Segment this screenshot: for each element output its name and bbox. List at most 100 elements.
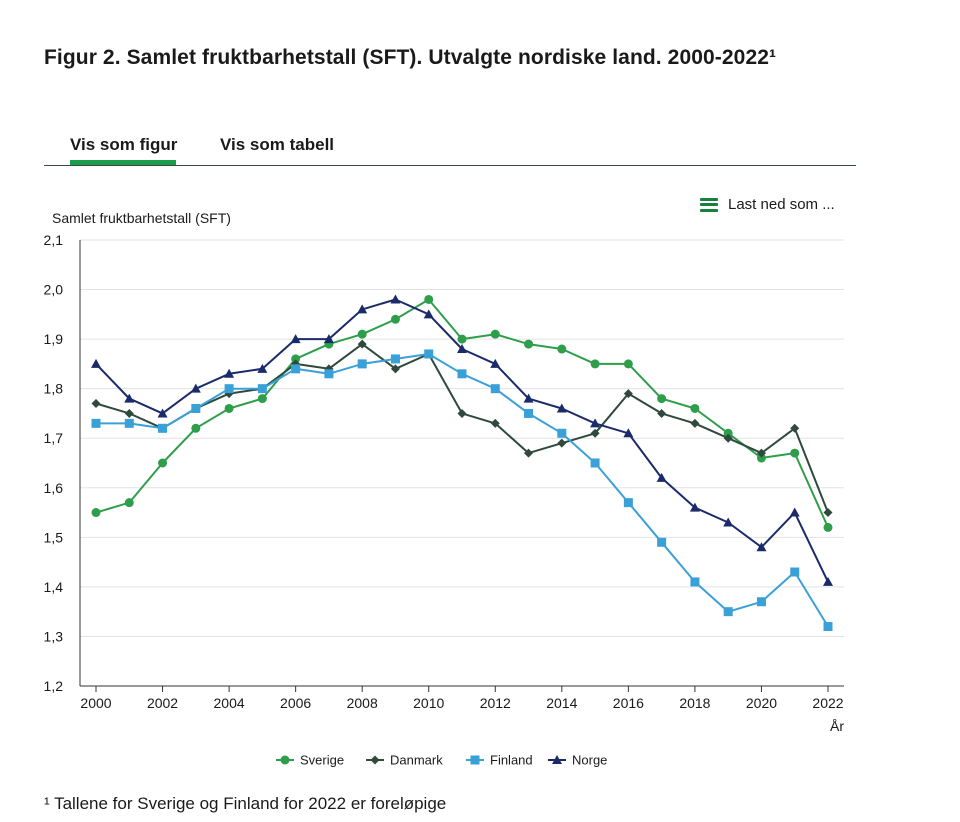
- x-tick-label: 2000: [80, 695, 111, 711]
- legend-item-danmark[interactable]: Danmark: [366, 753, 443, 768]
- data-point-sverige: [457, 334, 467, 344]
- data-point-finland: [91, 418, 101, 428]
- legend-marker-norge: [552, 755, 562, 764]
- data-point-finland: [690, 577, 700, 587]
- x-tick-label: 2022: [812, 695, 843, 711]
- x-tick-label: 2002: [147, 695, 178, 711]
- data-point-sverige: [756, 453, 766, 463]
- data-point-norge: [490, 358, 501, 368]
- data-point-sverige: [424, 294, 434, 304]
- data-point-norge: [190, 383, 201, 393]
- y-tick-label: 2,0: [44, 282, 64, 298]
- download-label: Last ned som ...: [728, 196, 835, 213]
- data-point-sverige: [557, 344, 567, 354]
- data-point-sverige: [390, 314, 400, 324]
- data-point-danmark: [756, 448, 766, 458]
- data-point-norge: [723, 517, 734, 527]
- legend-item-norge[interactable]: Norge: [548, 753, 607, 768]
- data-point-sverige: [657, 394, 667, 404]
- data-point-finland: [490, 384, 500, 394]
- footnote: ¹ Tallene for Sverige og Finland for 202…: [44, 794, 447, 813]
- legend-marker-danmark: [370, 755, 380, 765]
- y-tick-label: 1,7: [44, 430, 64, 446]
- data-point-norge: [157, 408, 168, 418]
- data-point-danmark: [590, 428, 600, 438]
- data-point-finland: [557, 428, 567, 438]
- x-axis-label: År: [830, 718, 844, 734]
- x-tick-label: 2018: [679, 695, 710, 711]
- data-point-finland: [424, 349, 434, 359]
- download-menu-button[interactable]: Last ned som ...: [700, 196, 835, 213]
- data-point-danmark: [357, 339, 367, 349]
- legend-item-finland[interactable]: Finland: [466, 753, 533, 768]
- data-point-danmark: [390, 364, 400, 374]
- x-tick-label: 2004: [214, 695, 245, 711]
- series-line-finland: [96, 353, 829, 628]
- x-tick-label: 2014: [546, 695, 577, 711]
- data-point-norge: [124, 393, 135, 403]
- hamburger-menu-icon: [700, 197, 718, 212]
- data-point-norge: [789, 507, 800, 517]
- data-point-norge: [423, 309, 434, 319]
- data-point-danmark: [823, 508, 833, 518]
- data-point-norge: [323, 334, 334, 344]
- data-point-norge: [290, 334, 301, 344]
- data-point-norge: [623, 428, 634, 438]
- data-point-sverige: [91, 508, 101, 518]
- data-point-sverige: [257, 394, 267, 404]
- legend-item-sverige[interactable]: Sverige: [276, 753, 344, 768]
- x-tick-label: 2012: [480, 695, 511, 711]
- y-tick-label: 1,9: [44, 331, 64, 347]
- data-point-danmark: [490, 418, 500, 428]
- data-point-norge: [523, 393, 534, 403]
- data-point-finland: [756, 597, 766, 607]
- line-chart: Samlet fruktbarhetstall (SFT) 1,21,31,41…: [44, 210, 845, 768]
- tab-vis-som-tabell[interactable]: Vis som tabell: [220, 135, 335, 154]
- figure-title: Figur 2. Samlet fruktbarhetstall (SFT). …: [44, 46, 777, 69]
- data-point-norge: [357, 304, 368, 314]
- gridlines: [79, 239, 844, 687]
- data-point-finland: [590, 458, 600, 468]
- data-point-sverige: [291, 354, 301, 364]
- data-point-sverige: [490, 329, 500, 339]
- data-point-norge: [689, 502, 700, 512]
- data-point-finland: [390, 354, 400, 364]
- data-point-finland: [257, 384, 267, 394]
- data-point-finland: [623, 498, 633, 508]
- data-point-sverige: [690, 403, 700, 413]
- data-point-finland: [823, 622, 833, 632]
- legend-marker-sverige: [280, 755, 290, 765]
- data-point-finland: [224, 384, 234, 394]
- data-point-norge: [224, 368, 235, 378]
- data-point-finland: [457, 369, 467, 379]
- data-point-danmark: [657, 408, 667, 418]
- data-point-danmark: [790, 423, 800, 433]
- legend-label-sverige: Sverige: [300, 753, 344, 768]
- tab-vis-som-figur[interactable]: Vis som figur: [70, 135, 178, 154]
- y-tick-label: 1,2: [44, 678, 64, 694]
- x-tick-label: 2020: [746, 695, 777, 711]
- data-point-danmark: [457, 408, 467, 418]
- data-point-sverige: [790, 448, 800, 458]
- data-point-norge: [556, 403, 567, 413]
- data-point-danmark: [524, 448, 534, 458]
- legend-label-norge: Norge: [572, 753, 607, 768]
- data-point-sverige: [124, 498, 134, 508]
- data-point-finland: [324, 369, 334, 379]
- data-point-norge: [656, 472, 667, 482]
- data-point-sverige: [590, 359, 600, 369]
- data-point-finland: [723, 607, 733, 617]
- legend: Sverige Danmark Finland Norge: [276, 753, 607, 768]
- x-axis-ticks: 2000 2002 2004 2006 2008 2010 2012 2014 2016 2018…: [80, 686, 844, 711]
- data-point-sverige: [158, 458, 168, 468]
- data-point-danmark: [557, 438, 567, 448]
- data-point-finland: [790, 567, 800, 577]
- y-axis-label: Samlet fruktbarhetstall (SFT): [52, 210, 231, 226]
- y-tick-label: 1,5: [44, 529, 64, 545]
- data-point-norge: [457, 344, 467, 354]
- data-point-sverige: [623, 359, 633, 369]
- data-point-danmark: [623, 389, 633, 399]
- x-tick-label: 2016: [613, 695, 644, 711]
- data-point-finland: [291, 364, 301, 374]
- y-tick-label: 2,1: [44, 232, 64, 248]
